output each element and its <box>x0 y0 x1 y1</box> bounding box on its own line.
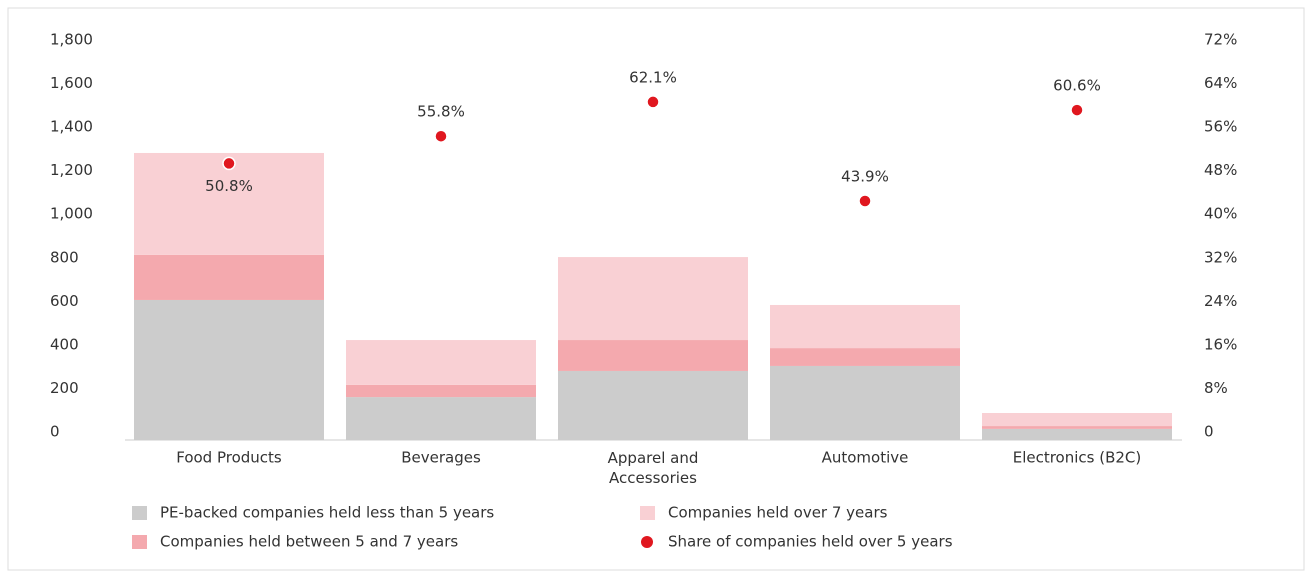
y-tick-label: 1,400 <box>50 118 93 136</box>
legend-label: Companies held between 5 and 7 years <box>160 533 458 551</box>
y2-tick-label: 40% <box>1204 205 1237 223</box>
y-tick-label: 1,000 <box>50 205 93 223</box>
y2-tick-label: 64% <box>1204 74 1237 92</box>
y2-tick-label: 24% <box>1204 292 1237 310</box>
frame <box>7 7 1305 571</box>
bar-segment <box>346 340 536 385</box>
bar-segment <box>770 348 960 366</box>
bar-segment <box>770 365 960 440</box>
value-label: 60.6% <box>1053 77 1101 95</box>
legend-label: Share of companies held over 5 years <box>668 533 953 551</box>
x-tick-label: Apparel and Accessories <box>608 449 699 487</box>
y2-tick-label: 8% <box>1204 379 1228 397</box>
bar-segment <box>982 428 1172 440</box>
bar-segment <box>982 426 1172 429</box>
x-tick-label: Beverages <box>401 449 481 467</box>
y-tick-label: 200 <box>50 379 79 397</box>
value-label: 62.1% <box>629 68 677 86</box>
legend-label: PE-backed companies held less than 5 yea… <box>160 504 494 522</box>
y2-tick-label: 0 <box>1204 423 1214 441</box>
y-tick-label: 400 <box>50 335 79 353</box>
bar-segment <box>346 384 536 398</box>
y2-tick-label: 56% <box>1204 118 1237 136</box>
value-label: 50.8% <box>205 177 253 195</box>
y2-tick-label: 48% <box>1204 161 1237 179</box>
y-tick-label: 1,800 <box>50 31 93 49</box>
legend-swatch <box>640 506 655 520</box>
bar-segment <box>134 254 324 300</box>
dot <box>222 156 236 171</box>
y-tick-label: 1,600 <box>50 74 93 92</box>
x-tick-label: Electronics (B2C) <box>1013 449 1142 467</box>
dot <box>858 194 872 208</box>
y2-tick-label: 72% <box>1204 31 1237 49</box>
bar-segment <box>770 304 960 349</box>
x-tick-label: Automotive <box>822 449 909 467</box>
bar-segment <box>558 340 748 371</box>
value-label: 55.8% <box>417 103 465 121</box>
dot <box>1070 103 1084 117</box>
dot <box>646 95 660 109</box>
bar-segment <box>558 370 748 440</box>
bar-segment <box>346 397 536 440</box>
bar-segment <box>134 299 324 440</box>
y-tick-label: 600 <box>50 292 79 310</box>
dot <box>434 129 448 143</box>
y-tick-label: 1,200 <box>50 161 93 179</box>
y2-tick-label: 16% <box>1204 335 1237 353</box>
bar-segment <box>558 257 748 341</box>
y-tick-label: 0 <box>50 423 60 441</box>
x-tick-label: Food Products <box>176 449 282 467</box>
legend-label: Companies held over 7 years <box>668 504 888 522</box>
legend-swatch <box>641 536 653 548</box>
legend-swatch <box>132 535 147 549</box>
value-label: 43.9% <box>841 167 889 185</box>
y2-tick-label: 32% <box>1204 248 1237 266</box>
legend-swatch <box>132 506 147 520</box>
bar-segment <box>982 412 1172 427</box>
y-tick-label: 800 <box>50 248 79 266</box>
